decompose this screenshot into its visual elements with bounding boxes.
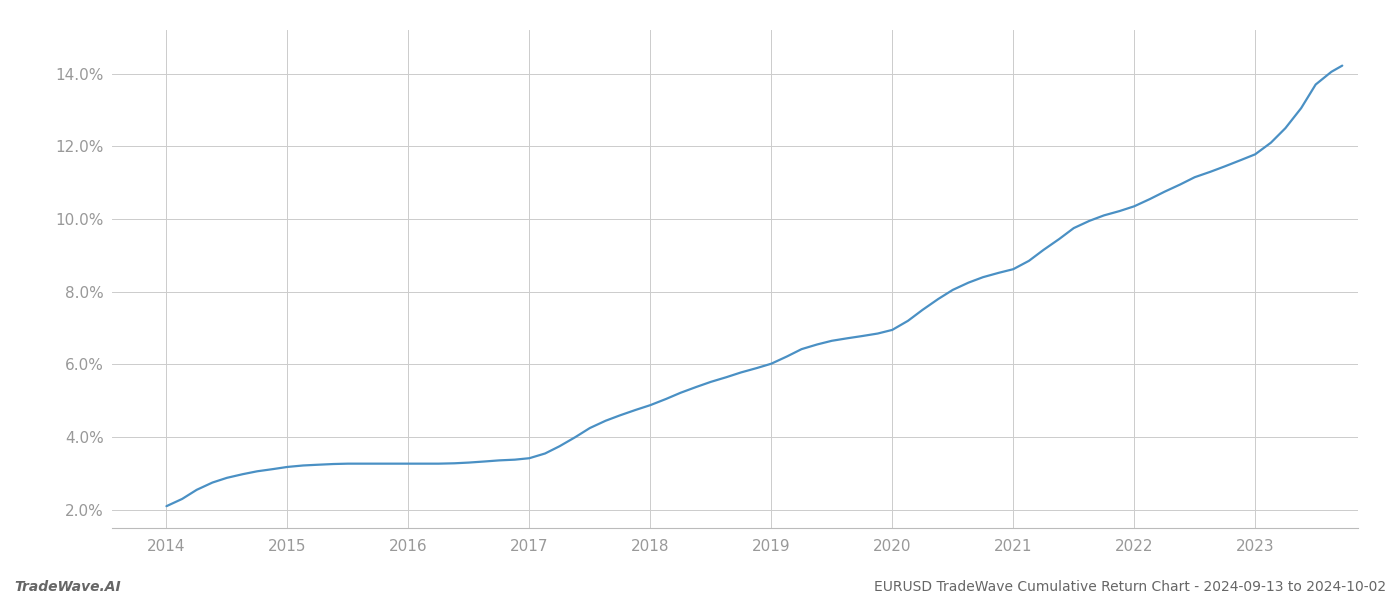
Text: TradeWave.AI: TradeWave.AI bbox=[14, 580, 120, 594]
Text: EURUSD TradeWave Cumulative Return Chart - 2024-09-13 to 2024-10-02: EURUSD TradeWave Cumulative Return Chart… bbox=[874, 580, 1386, 594]
